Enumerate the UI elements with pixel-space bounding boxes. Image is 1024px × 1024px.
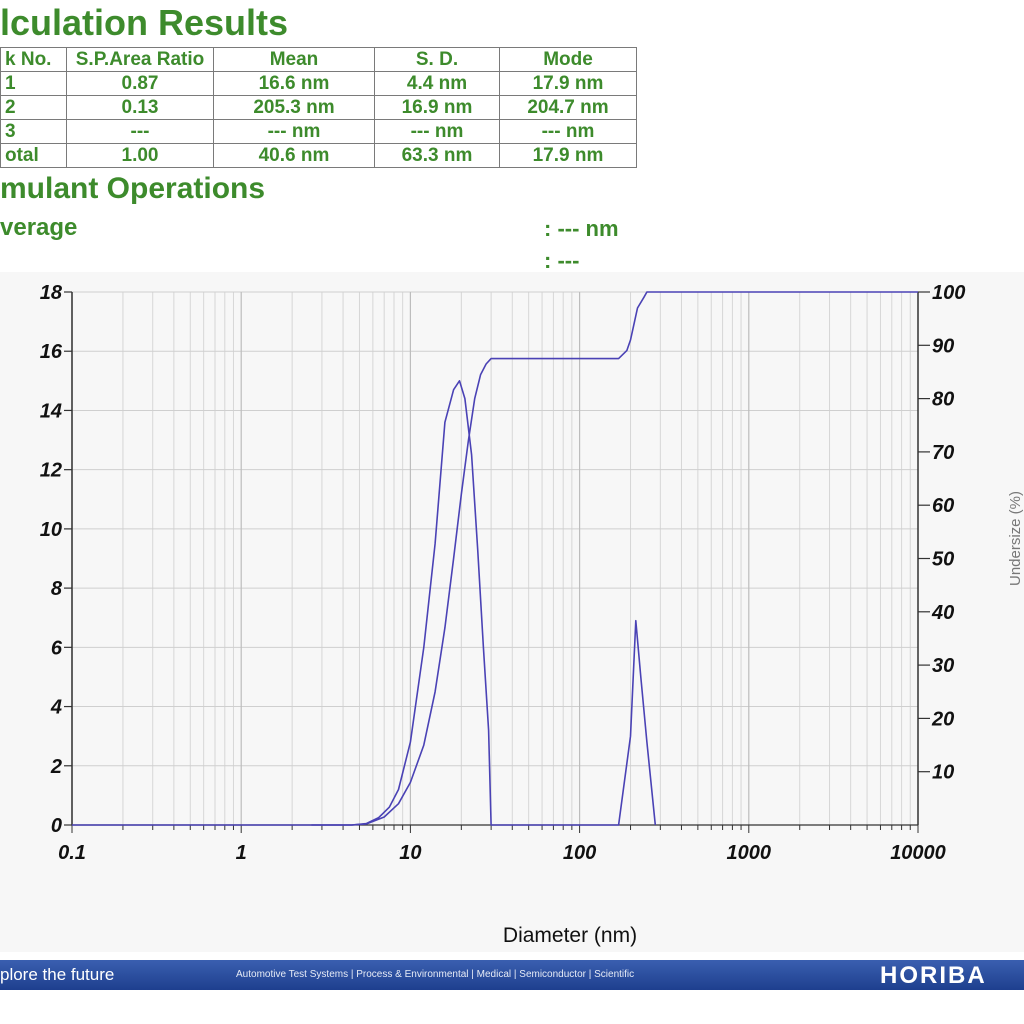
y2-tick-label: 10 bbox=[932, 762, 954, 784]
cell-area-ratio: 0.87 bbox=[66, 71, 214, 96]
y2-tick-label: 20 bbox=[931, 708, 954, 730]
y2-tick-label: 30 bbox=[932, 655, 954, 677]
header-area-ratio: S.P.Area Ratio bbox=[66, 47, 214, 72]
x-tick-label: 100 bbox=[563, 842, 596, 864]
cell-sd: 16.9 nm bbox=[374, 95, 500, 120]
table-row: 2 0.13 205.3 nm 16.9 nm 204.7 nm bbox=[0, 95, 637, 120]
footer-bar: plore the future Automotive Test Systems… bbox=[0, 960, 1024, 990]
distribution-chart: 0.1 1 10 100 1000 10000 0 2 4 6 8 10 12 14 16 18 10 20 30 4… bbox=[0, 272, 1024, 952]
cell-area-ratio: 0.13 bbox=[66, 95, 214, 120]
header-sd: S. D. bbox=[374, 47, 500, 72]
average-label: verage bbox=[0, 214, 78, 241]
cell-sd: --- nm bbox=[374, 119, 500, 144]
header-mode: Mode bbox=[499, 47, 637, 72]
cell-mode: 204.7 nm bbox=[499, 95, 637, 120]
y2-tick-label: 70 bbox=[932, 442, 954, 464]
x-tick-label: 1 bbox=[236, 842, 247, 864]
results-header-row: k No. S.P.Area Ratio Mean S. D. Mode bbox=[0, 47, 637, 72]
cell-mean: 16.6 nm bbox=[213, 71, 375, 96]
cell-mode: --- nm bbox=[499, 119, 637, 144]
x-axis-title: Diameter (nm) bbox=[503, 924, 637, 947]
y2-tick-label: 100 bbox=[932, 282, 965, 304]
y2-tick-label: 60 bbox=[932, 495, 954, 517]
y-tick-label: 6 bbox=[51, 637, 63, 659]
header-peak-no: k No. bbox=[0, 47, 67, 72]
y-tick-label: 18 bbox=[40, 282, 63, 304]
table-row: otal 1.00 40.6 nm 63.3 nm 17.9 nm bbox=[0, 143, 637, 168]
results-table: k No. S.P.Area Ratio Mean S. D. Mode 1 0… bbox=[0, 47, 637, 168]
cell-peak-no: 2 bbox=[0, 95, 67, 120]
footer-tagline: plore the future bbox=[0, 965, 115, 984]
y-tick-label: 12 bbox=[40, 460, 62, 482]
y-tick-label: 10 bbox=[40, 519, 62, 541]
cumulant-operations-title: mulant Operations bbox=[0, 172, 266, 205]
cell-peak-no: 1 bbox=[0, 71, 67, 96]
y2-tick-label: 90 bbox=[932, 335, 954, 357]
cell-mean: --- nm bbox=[213, 119, 375, 144]
horiba-logo: HORIBA bbox=[880, 962, 987, 989]
chart-svg: 0.1 1 10 100 1000 10000 0 2 4 6 8 10 12 14 16 18 10 20 30 4… bbox=[40, 282, 1024, 947]
cumulative-undersize-line bbox=[311, 291, 918, 826]
cell-area-ratio: 1.00 bbox=[66, 143, 214, 168]
y2-tick-label: 50 bbox=[932, 549, 954, 571]
footer-divisions: Automotive Test Systems | Process & Envi… bbox=[236, 969, 635, 980]
cell-mode: 17.9 nm bbox=[499, 71, 637, 96]
x-tick-label: 10000 bbox=[890, 842, 946, 864]
x-tick-label: 1000 bbox=[727, 842, 772, 864]
calculation-results-title: lculation Results bbox=[0, 2, 289, 43]
y2-tick-label: 80 bbox=[932, 389, 954, 411]
y-tick-label: 8 bbox=[51, 578, 63, 600]
y-tick-label: 2 bbox=[50, 756, 62, 778]
table-row: 1 0.87 16.6 nm 4.4 nm 17.9 nm bbox=[0, 71, 637, 96]
second-value: : --- bbox=[544, 248, 580, 273]
cell-sd: 4.4 nm bbox=[374, 71, 500, 96]
cell-mean: 205.3 nm bbox=[213, 95, 375, 120]
cell-sd: 63.3 nm bbox=[374, 143, 500, 168]
cell-area-ratio: --- bbox=[66, 119, 214, 144]
y-tick-label: 4 bbox=[50, 697, 62, 719]
cell-peak-no: otal bbox=[0, 143, 67, 168]
cell-peak-no: 3 bbox=[0, 119, 67, 144]
y-tick-label: 16 bbox=[40, 341, 63, 363]
y2-tick-label: 40 bbox=[931, 602, 954, 624]
y2-axis-title: Undersize (%) bbox=[1007, 491, 1024, 586]
y-tick-label: 0 bbox=[51, 815, 62, 837]
average-value: : --- nm bbox=[544, 216, 619, 241]
x-tick-label: 0.1 bbox=[58, 842, 86, 864]
header-mean: Mean bbox=[213, 47, 375, 72]
table-row: 3 --- --- nm --- nm --- nm bbox=[0, 119, 637, 144]
x-tick-label: 10 bbox=[399, 842, 421, 864]
frequency-distribution-line bbox=[72, 380, 657, 826]
cell-mode: 17.9 nm bbox=[499, 143, 637, 168]
y-tick-label: 14 bbox=[40, 400, 62, 422]
cell-mean: 40.6 nm bbox=[213, 143, 375, 168]
